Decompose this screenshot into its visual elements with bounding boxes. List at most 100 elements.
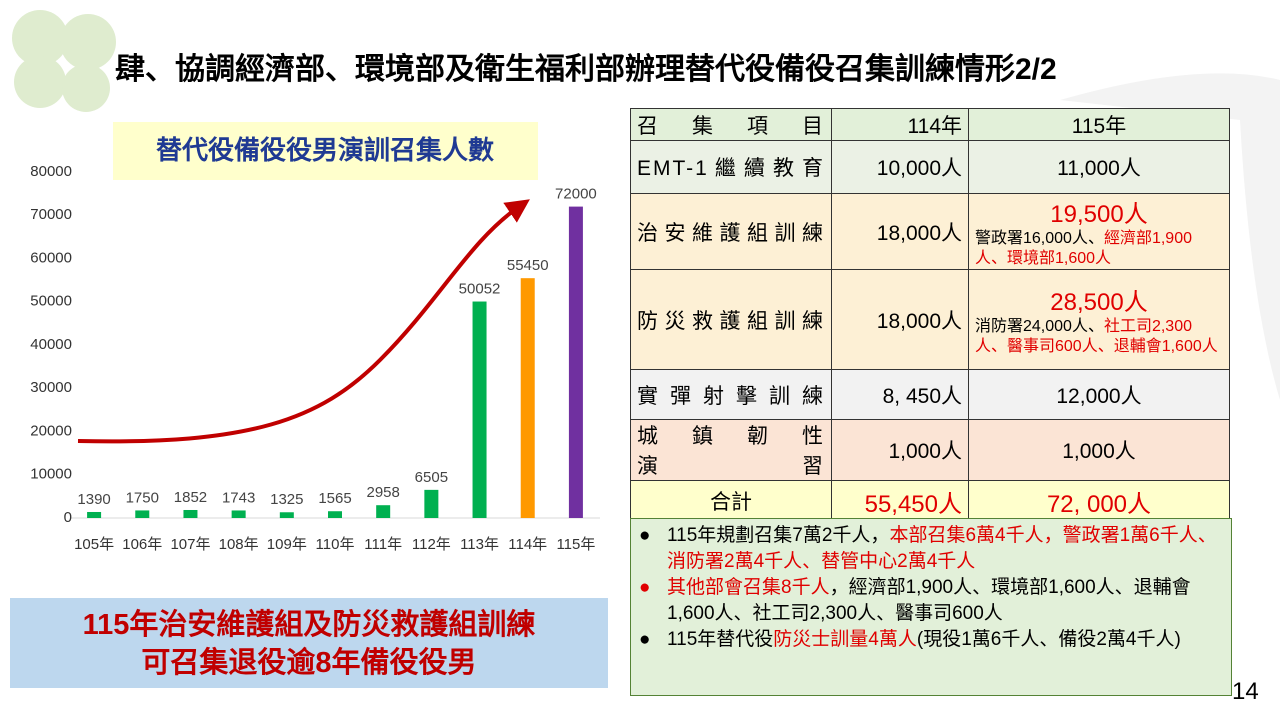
y-tick-label: 50000 (30, 293, 72, 310)
bar (135, 510, 150, 518)
cell-text: 防災救護組訓練 (637, 309, 825, 333)
cell-content: 治安維護組訓練 (637, 217, 825, 247)
table-row: 防災救護組訓練 18,000人 28,500人 消防署24,000人、社工司2,300… (630, 269, 1230, 370)
cell-content: 114年 (838, 110, 962, 140)
x-tick-label: 112年 (412, 536, 451, 553)
cell-text: 1,000人 (1062, 440, 1136, 463)
cell-text: 72, 000人 (1046, 490, 1152, 518)
data-label: 1743 (222, 489, 255, 506)
table-cell: 治安維護組訓練 (630, 193, 832, 270)
cell-content: 72, 000人 (975, 484, 1223, 519)
bullet: ● (639, 629, 651, 650)
table-cell: 72, 000人 (968, 480, 1230, 522)
notes: ● 115年規劃召集7萬2千人，本部召集6萬4千人，警政署1萬6千人、消防署2萬4… (630, 518, 1232, 696)
banner: 115年治安維護組及防災救護組訓練 可召集退役逾8年備役役男 (10, 598, 608, 688)
table-cell: 合計 (630, 480, 832, 522)
cell-text: 合計 (710, 491, 752, 514)
cell-content: 19,500人 警政署16,000人、經濟部1,900人、環境部1,600人 (975, 194, 1223, 269)
x-tick-label: 108年 (219, 536, 259, 553)
chart-title: 替代役備役役男演訓召集人數 (156, 135, 494, 165)
note-segment: 其他部會召集8千人 (667, 577, 830, 598)
y-tick-label: 40000 (30, 336, 72, 353)
cell-content: 11,000人 (975, 152, 1223, 182)
cell-text: 114年 (907, 114, 962, 138)
table-cell: 實彈射擊訓練 (630, 369, 832, 420)
cell-text: 治安維護組訓練 (637, 221, 825, 245)
note-segment: 115年規劃召集7萬2千人， (667, 525, 890, 546)
cell-content: 28,500人 消防署24,000人、社工司2,300人、醫事司600人、退輔會1… (975, 282, 1223, 357)
table-cell: 城鎮韌性 演習 (630, 419, 832, 481)
table-cell: EMT-1繼續教育 (630, 140, 832, 194)
cell-text: 11,000人 (1057, 157, 1141, 180)
note-text: 115年替代役防災士訓量4萬人(現役1萬6千人、備役2萬4千人) (667, 627, 1181, 653)
y-tick-label: 30000 (30, 379, 72, 396)
bar (376, 505, 391, 518)
cell-text: 55,450人 (864, 490, 962, 518)
slide-title: 肆、協調經濟部、環境部及衛生福利部辦理替代役備役召集訓練情形2/2 (115, 53, 1057, 86)
data-label: 1852 (174, 489, 207, 506)
bar (87, 511, 102, 518)
cell-content: 10,000人 (838, 152, 962, 182)
note-segment: 防災士訓量4萬人 (773, 629, 917, 650)
cell-content: 18,000人 (838, 305, 962, 335)
table-cell: 18,000人 (831, 193, 969, 270)
data-label: 50052 (459, 280, 501, 297)
table-row: 實彈射擊訓練 8, 450人 12,000人 (630, 369, 1230, 420)
decoration (12, 10, 116, 112)
note-text: 其他部會召集8千人，經濟部1,900人、環境部1,600人、退輔會1,600人、… (667, 575, 1223, 627)
banner-line: 115年治安維護組及防災救護組訓練 (82, 609, 536, 641)
cell-content: 55,450人 (838, 484, 962, 519)
cell-text: 1,000人 (888, 440, 962, 463)
chart-title-box (113, 122, 538, 180)
bar (472, 301, 487, 518)
bar (520, 278, 535, 518)
table-row: 合計 55,450人 72, 000人 (630, 480, 1230, 522)
note-text: 115年規劃召集7萬2千人，本部召集6萬4千人，警政署1萬6千人、消防署2萬4千… (667, 523, 1223, 575)
bullet: ● (639, 525, 651, 546)
bar (183, 509, 198, 518)
cell-content: 12,000人 (975, 380, 1223, 410)
table-cell: 19,500人 警政署16,000人、經濟部1,900人、環境部1,600人 (968, 193, 1230, 270)
detail-text: 消防署24,000人、 (975, 318, 1104, 335)
data-label: 1390 (77, 491, 110, 508)
cell-content: 防災救護組訓練 (637, 305, 825, 335)
cell-text: 城鎮韌性 (637, 425, 825, 448)
cell-content: 115年 (975, 110, 1223, 140)
bar (568, 206, 583, 518)
note: ● 115年規劃召集7萬2千人，本部召集6萬4千人，警政署1萬6千人、消防署2萬4… (639, 523, 1223, 575)
cell-detail: 警政署16,000人、經濟部1,900人、環境部1,600人 (975, 229, 1223, 269)
cell-content: 城鎮韌性 演習 (637, 420, 825, 480)
table-cell: 1,000人 (831, 419, 969, 481)
table: 召集項目 114年 115年 EMT-1繼續教育 10,000人 11,000人治安維護組… (630, 108, 1230, 522)
table-cell: 115年 (968, 108, 1230, 141)
cell-content: EMT-1繼續教育 (637, 152, 825, 182)
y-tick-label: 0 (64, 509, 72, 526)
data-label: 55450 (507, 257, 549, 274)
table-row: 治安維護組訓練 18,000人 19,500人 警政署16,000人、經濟部1,900… (630, 193, 1230, 270)
table-row: 城鎮韌性 演習 1,000人 1,000人 (630, 419, 1230, 481)
x-tick-label: 111年 (364, 536, 402, 553)
bullet: ● (639, 577, 651, 598)
cell-text: 實彈射擊訓練 (637, 384, 825, 408)
data-label: 72000 (555, 186, 597, 203)
note-segment: 115年替代役 (667, 629, 774, 650)
bar (424, 489, 439, 518)
x-tick-label: 106年 (122, 536, 162, 553)
x-tick-label: 110年 (316, 536, 355, 553)
cell-content: 1,000人 (975, 435, 1223, 465)
detail-text: 警政署16,000人、 (975, 230, 1104, 247)
data-label: 6505 (415, 469, 448, 486)
detail-text: 經濟部1,900人、環境部1,600人 (975, 230, 1192, 267)
data-label: 1750 (126, 489, 159, 506)
y-tick-label: 20000 (30, 422, 72, 439)
cell-text: 12,000人 (1056, 384, 1142, 408)
bar (231, 510, 246, 518)
cell-content: 8, 450人 (838, 380, 962, 410)
table-cell: 55,450人 (831, 480, 969, 522)
table-cell: 12,000人 (968, 369, 1230, 420)
x-tick-label: 105年 (74, 536, 114, 553)
cell-text: 召集項目 (637, 114, 825, 138)
cell-text: EMT-1繼續教育 (637, 157, 825, 180)
